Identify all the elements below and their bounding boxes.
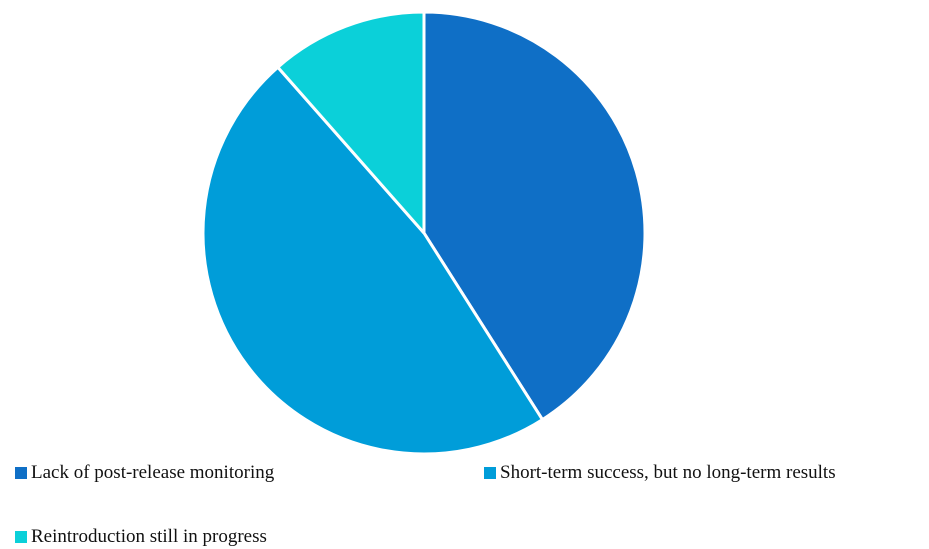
pie-slice-short-term-success	[201, 65, 544, 456]
legend-item-lack-of-post-release-monitoring: Lack of post-release monitoring	[15, 461, 274, 485]
legend-swatch-reintroduction-in-progress	[15, 531, 27, 543]
legend-label-reintroduction-in-progress: Reintroduction still in progress	[31, 526, 267, 547]
legend-swatch-short-term-success	[484, 467, 496, 479]
pie-slice-reintroduction-in-progress	[276, 10, 426, 235]
pie-plot-area	[201, 10, 647, 456]
legend-item-reintroduction-in-progress: Reintroduction still in progress	[15, 525, 267, 549]
legend-item-short-term-success: Short-term success, but no long-term res…	[484, 461, 836, 485]
legend-label-lack-of-post-release-monitoring: Lack of post-release monitoring	[31, 462, 275, 483]
legend-label-short-term-success: Short-term success, but no long-term res…	[500, 462, 836, 483]
legend-swatch-lack-of-post-release-monitoring	[15, 467, 27, 479]
